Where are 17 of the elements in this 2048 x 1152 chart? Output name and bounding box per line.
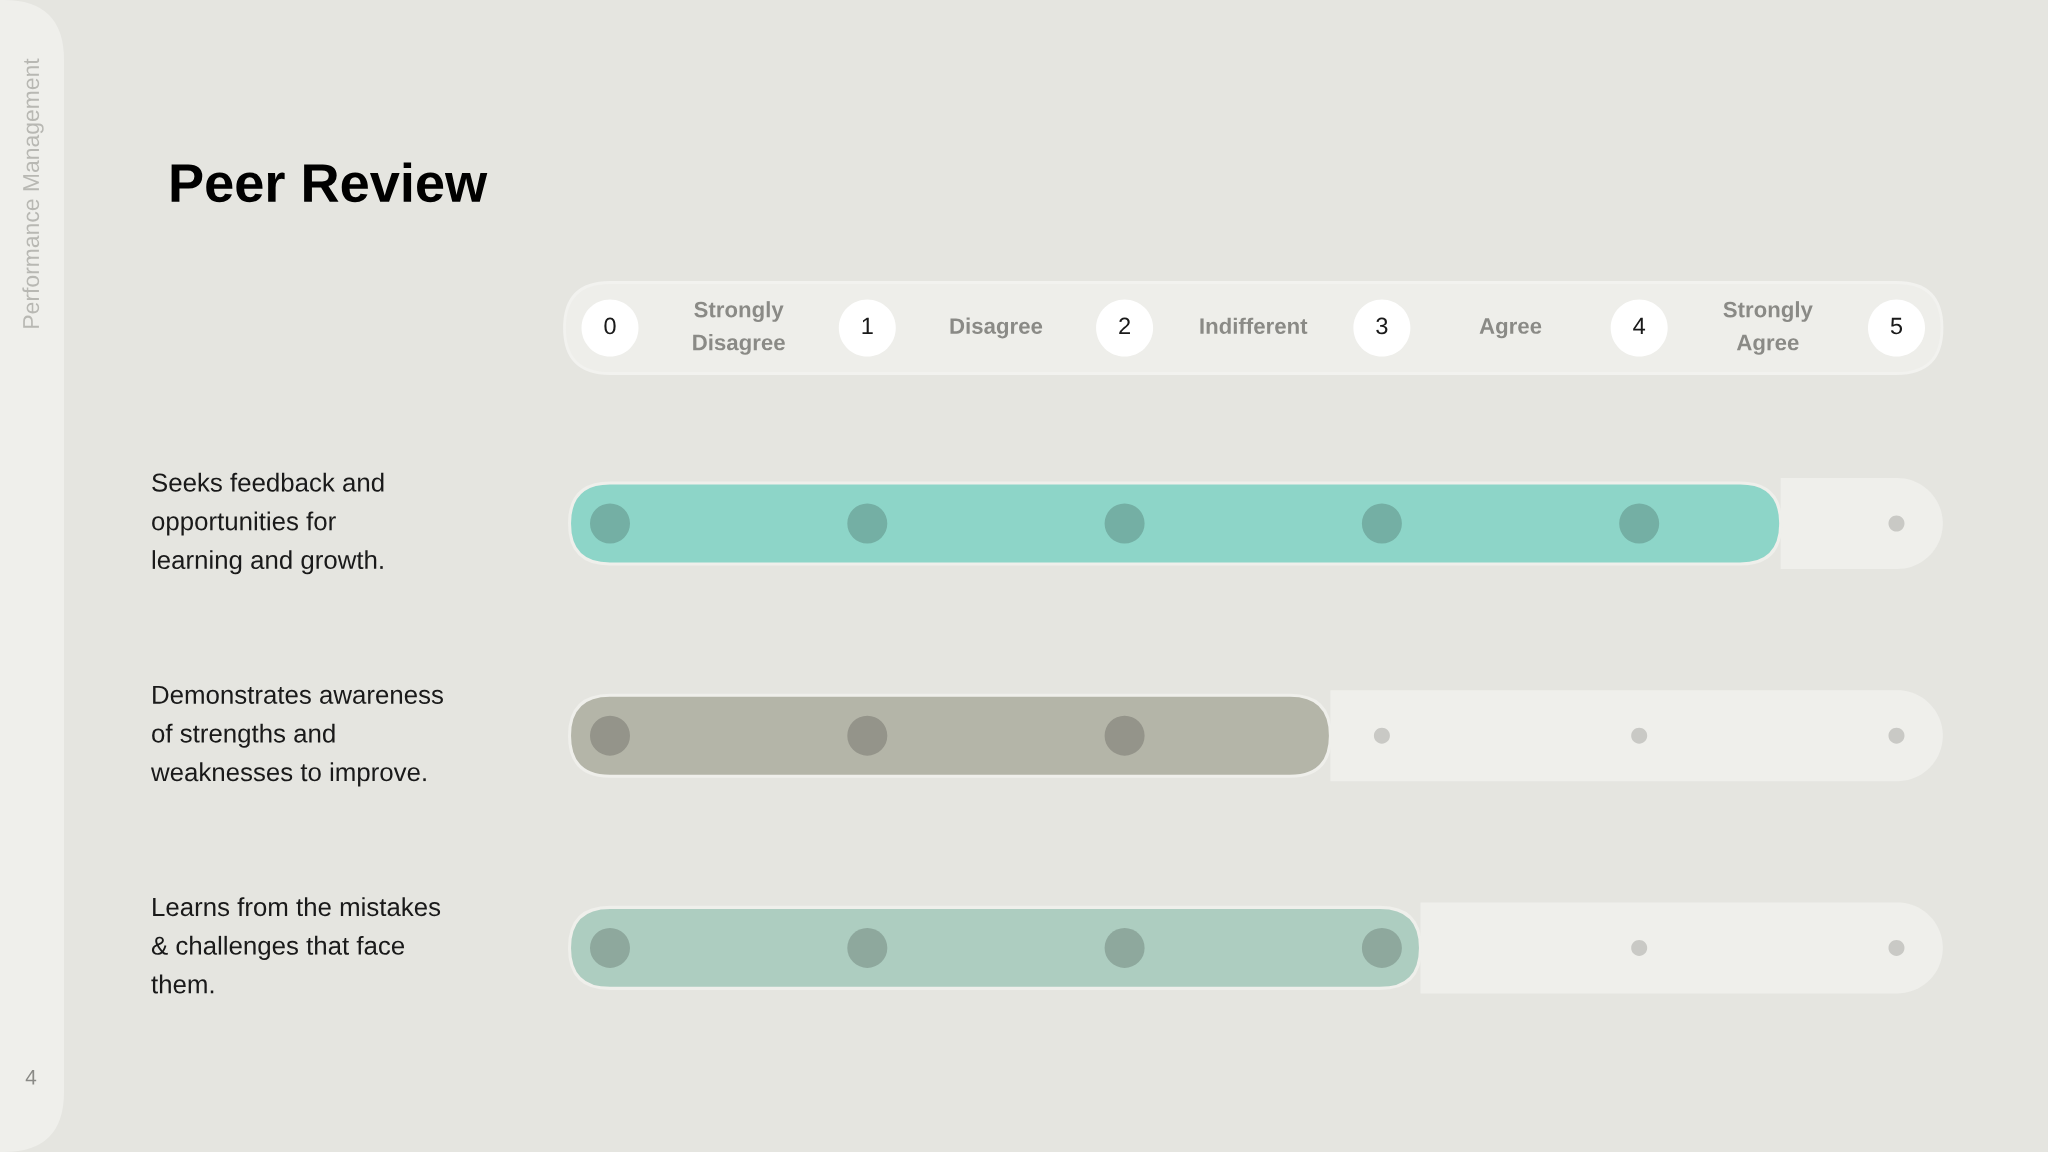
x-tick-label: Agree xyxy=(1479,318,1542,339)
y-tick-label: Seeks feedback and opportunities for learning and growth. xyxy=(152,472,384,575)
x-tick-label: 5 xyxy=(1890,317,1903,335)
x-tick-label: 4 xyxy=(1633,317,1646,335)
y-tick-label: Learns from the mistakes & challenges that face them. xyxy=(151,897,441,994)
x-tick-label: Indifferent xyxy=(1200,317,1308,334)
text: 4 xyxy=(25,1070,37,1085)
x-tick-label: Strongly Agree xyxy=(1723,301,1813,355)
x-tick-label: Strongly Disagree xyxy=(693,301,785,355)
text: Performance Management xyxy=(22,58,44,328)
chart-title: Peer Review xyxy=(171,162,488,203)
x-tick-label: 1 xyxy=(862,317,873,335)
x-tick-label: 3 xyxy=(1376,317,1388,335)
x-tick-label: Disagree xyxy=(950,317,1043,339)
x-tick-label: 0 xyxy=(604,317,616,335)
x-tick-label: 2 xyxy=(1119,317,1130,335)
y-tick-label: Demonstrates awareness of strengths and weaknesses to improve. xyxy=(150,685,443,787)
